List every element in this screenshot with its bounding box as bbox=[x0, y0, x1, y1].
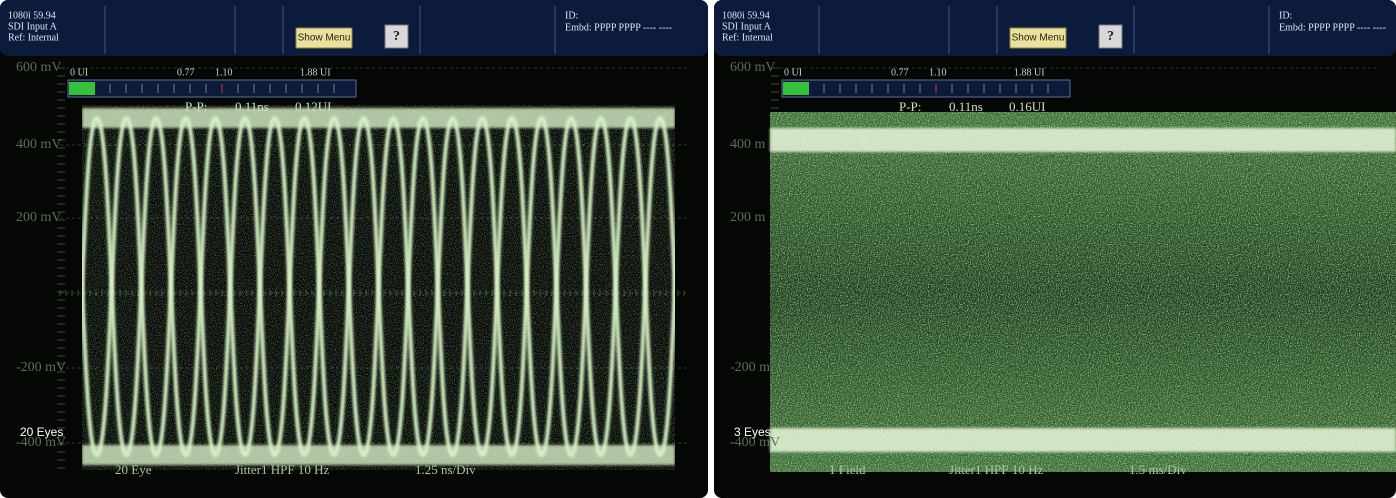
jitter-scale-label: 1.88 UI bbox=[300, 67, 331, 78]
jitter-scale-label: 0 UI bbox=[784, 67, 802, 78]
jitter-fill bbox=[783, 82, 809, 95]
eye-pattern bbox=[67, 105, 690, 470]
pp-ui: 0.16UI bbox=[1009, 99, 1045, 114]
footer-text: 1.25 ns/Div bbox=[415, 462, 476, 477]
footer-text: 20 Eye bbox=[115, 462, 152, 477]
help-label[interactable]: ? bbox=[1107, 29, 1114, 44]
status-text: 1080i 59.94 bbox=[722, 10, 770, 21]
embd-text: Embd: PPPP PPPP ---- ---- bbox=[1279, 22, 1386, 33]
show-menu-label[interactable]: Show Menu bbox=[298, 33, 351, 44]
jitter-scale-label: 1.10 bbox=[215, 67, 233, 78]
eye-rail bbox=[82, 445, 675, 465]
pp-label: P-P: bbox=[899, 99, 921, 114]
jitter-scale-label: 0 UI bbox=[70, 67, 88, 78]
pp-time: 0.11ns bbox=[949, 99, 983, 114]
status-text: SDI Input A bbox=[8, 21, 58, 32]
pp-ui: 0.12UI bbox=[295, 99, 331, 114]
y-axis-label: 400 mV bbox=[16, 137, 62, 152]
jitter-scale-label: 1.88 UI bbox=[1014, 67, 1045, 78]
y-axis-label: 400 m bbox=[730, 137, 766, 152]
embd-text: Embd: PPPP PPPP ---- ---- bbox=[565, 22, 672, 33]
status-text: Ref: Internal bbox=[722, 32, 773, 43]
jitter-scale-label: 0.77 bbox=[177, 67, 195, 78]
jitter-fill bbox=[69, 82, 95, 95]
y-axis-label: -200 m bbox=[730, 360, 770, 375]
pp-time: 0.11ns bbox=[235, 99, 269, 114]
show-menu-label[interactable]: Show Menu bbox=[1012, 33, 1065, 44]
page: 1080i 59.94SDI Input ARef: InternalShow … bbox=[0, 0, 1396, 498]
eyes-count: 20 Eyes bbox=[20, 425, 63, 439]
rail-band bbox=[770, 128, 1396, 152]
eye-rail bbox=[82, 108, 675, 128]
noise-grain bbox=[770, 112, 1396, 472]
jitter-scale-label: 1.10 bbox=[929, 67, 947, 78]
status-text: 1080i 59.94 bbox=[8, 10, 56, 21]
jitter-scale-label: 0.77 bbox=[891, 67, 909, 78]
id-text: ID: bbox=[565, 10, 578, 21]
pp-label: P-P: bbox=[185, 99, 207, 114]
rail-band bbox=[770, 428, 1396, 452]
footer-text: 1 Field bbox=[829, 462, 866, 477]
eyes-count: 3 Eyes bbox=[734, 425, 771, 439]
y-axis-label: 200 mV bbox=[16, 210, 62, 225]
footer-text: Jitter1 HPF 10 Hz bbox=[949, 462, 1043, 477]
y-axis-label: -200 mV bbox=[16, 360, 66, 375]
y-axis-label: 600 mV bbox=[16, 60, 62, 75]
help-label[interactable]: ? bbox=[393, 29, 400, 44]
jitter-bar bbox=[68, 80, 356, 97]
status-text: Ref: Internal bbox=[8, 32, 59, 43]
footer-text: 1.5 ms/Div bbox=[1129, 462, 1187, 477]
footer-text: Jitter1 HPF 10 Hz bbox=[235, 462, 329, 477]
y-axis-label: 200 m bbox=[730, 210, 766, 225]
status-text: SDI Input A bbox=[722, 21, 772, 32]
jitter-bar bbox=[782, 80, 1070, 97]
id-text: ID: bbox=[1279, 10, 1292, 21]
y-axis-label: 600 mV bbox=[730, 60, 776, 75]
